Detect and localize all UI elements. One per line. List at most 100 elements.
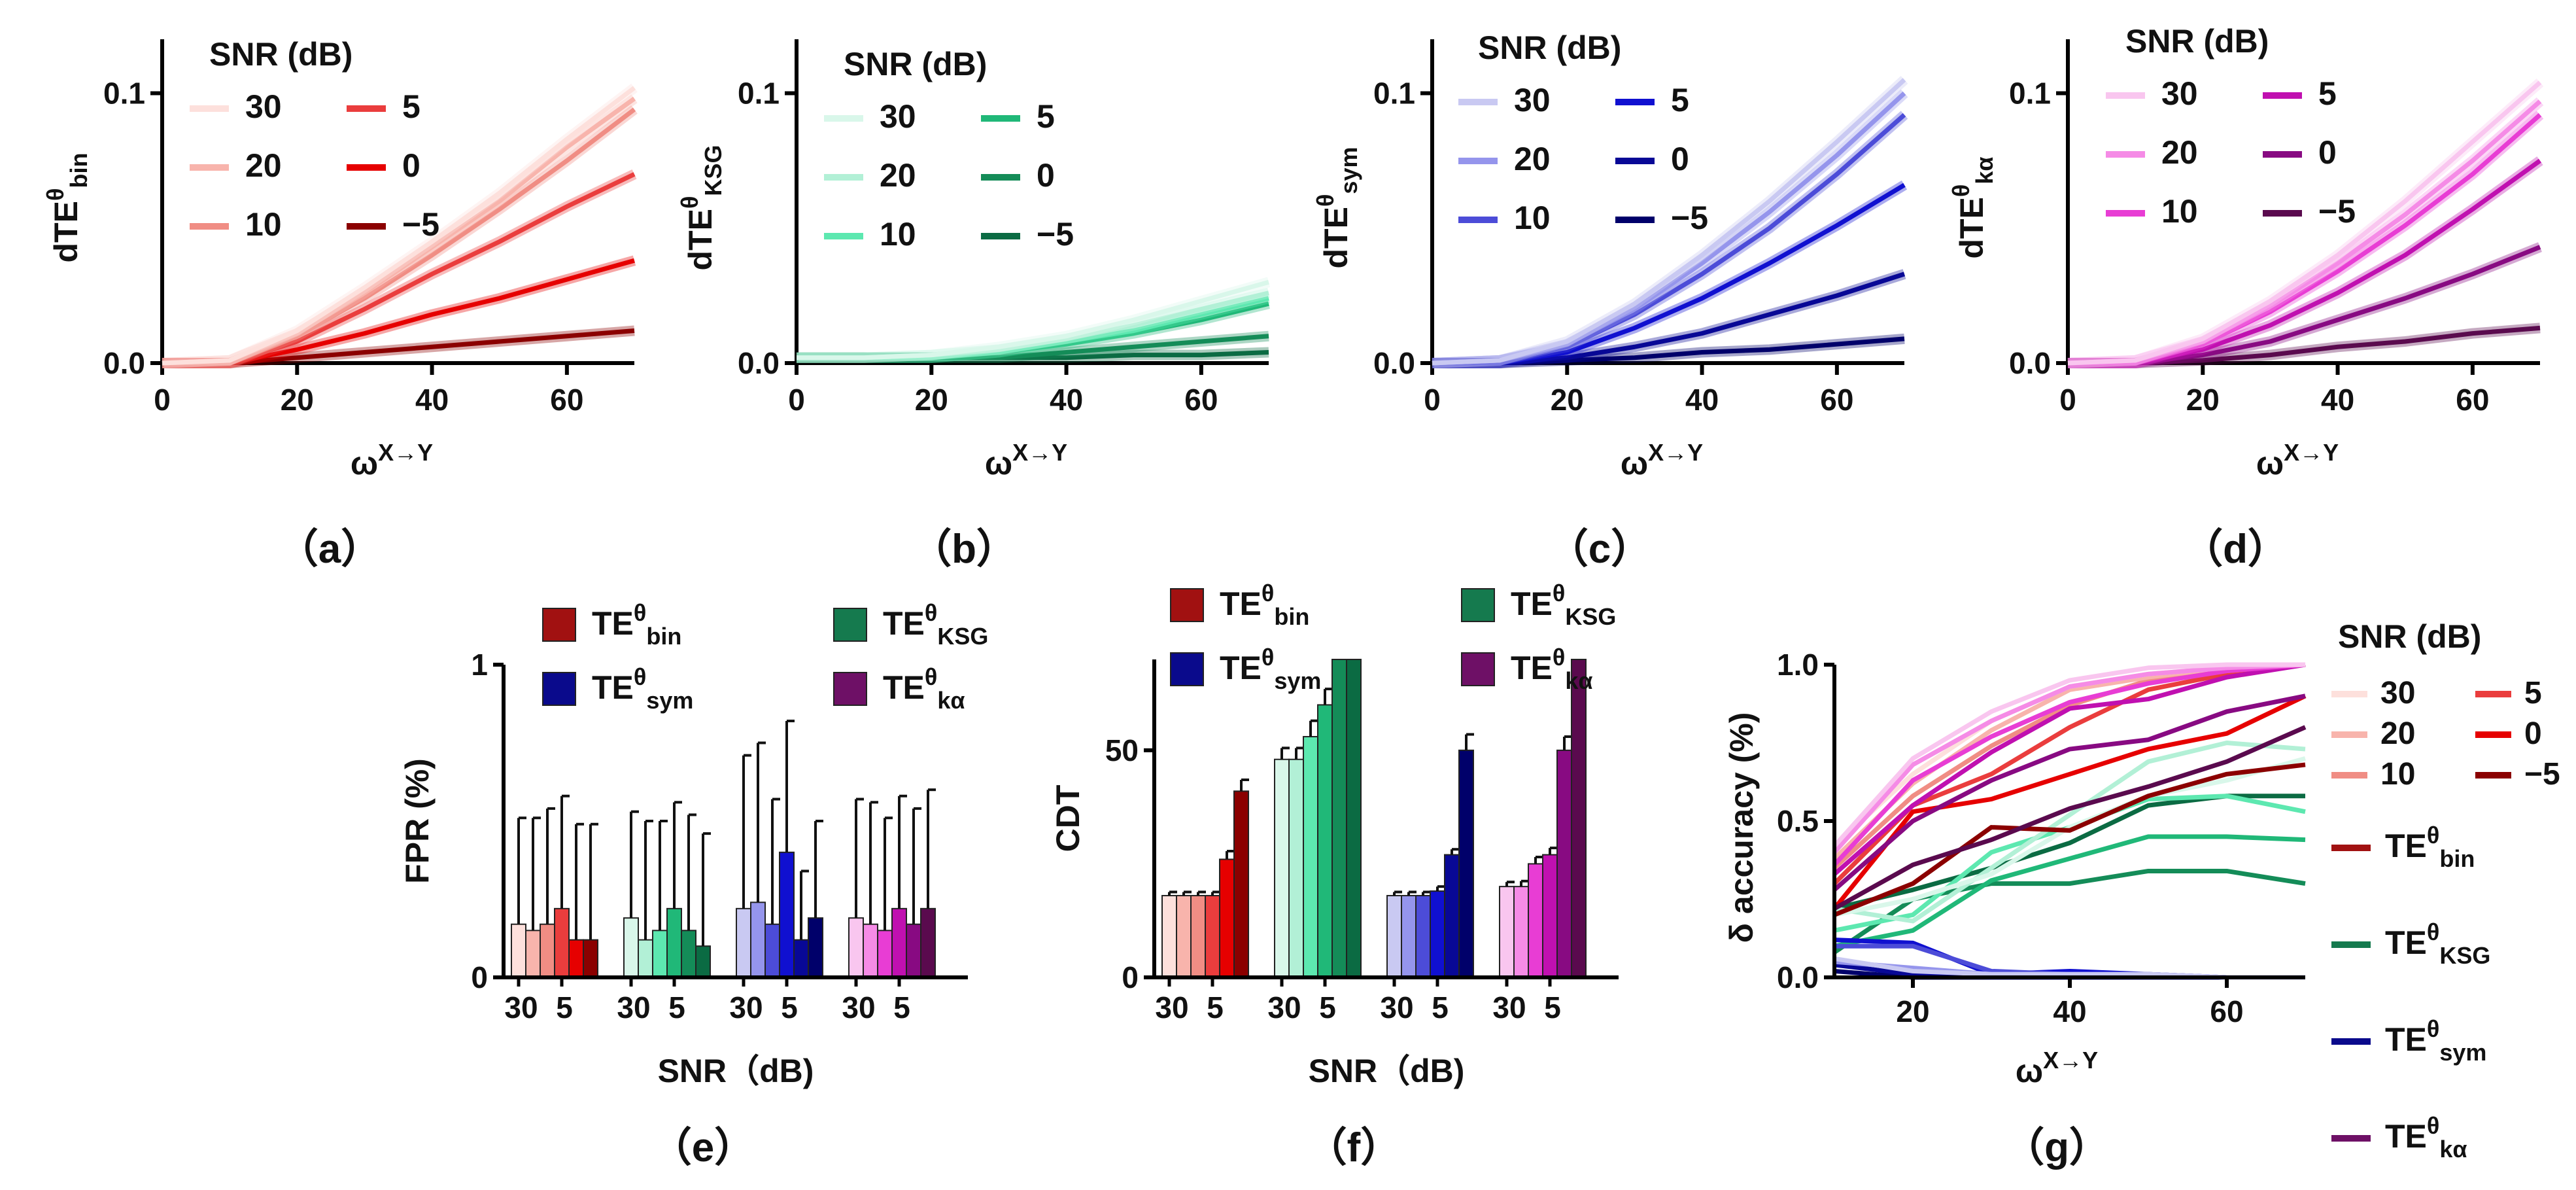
x-tick-label: 20 bbox=[1551, 383, 1584, 417]
y-tick-label: 0.0 bbox=[103, 346, 145, 380]
bar-sym-0 bbox=[1444, 854, 1460, 978]
x-tick-label: 20 bbox=[915, 383, 948, 417]
x-tick-label: 60 bbox=[2210, 994, 2243, 1028]
panel-label: （b） bbox=[911, 526, 1017, 572]
x-axis-label-main: ω bbox=[985, 445, 1012, 481]
legend-label-ka: TEθkα bbox=[1511, 644, 1593, 694]
x-axis-label-main: ω bbox=[1621, 445, 1648, 481]
bar-bin-0 bbox=[568, 939, 584, 979]
series-ksg-5 bbox=[1834, 834, 2306, 949]
legend-label: 5 bbox=[402, 88, 421, 125]
legend-swatch-bin bbox=[1170, 588, 1204, 622]
panel-label: （c） bbox=[1548, 526, 1651, 572]
legend-label: 30 bbox=[2380, 676, 2415, 710]
legend-label-ka-main: TE bbox=[2385, 1118, 2427, 1155]
x-axis-label-sup: X→Y bbox=[1648, 439, 1703, 466]
legend-label-ka-sub: kα bbox=[937, 687, 965, 714]
legend-label-bin-sup: θ bbox=[634, 599, 646, 626]
series-bin-0 bbox=[1832, 693, 2307, 911]
series-ksg-30 bbox=[1834, 756, 2306, 917]
bar-ksg-5 bbox=[666, 907, 682, 978]
legend-label: 20 bbox=[1514, 141, 1551, 177]
legend-label: 30 bbox=[2161, 75, 2198, 112]
series-line-5 bbox=[1432, 183, 1906, 366]
x-tick-label: 30 bbox=[729, 990, 763, 1024]
legend-label-bin-sup: θ bbox=[2427, 822, 2439, 849]
y-tick-label: 1.0 bbox=[1777, 648, 1819, 682]
legend-label-sym-sup: θ bbox=[634, 663, 646, 690]
x-tick-label: 30 bbox=[1380, 990, 1413, 1024]
bar-ka-30 bbox=[848, 917, 864, 979]
bar-sym-20 bbox=[750, 901, 766, 979]
x-tick-label: 60 bbox=[1820, 383, 1853, 417]
legend-label-sym-main: TE bbox=[1220, 650, 1262, 686]
legend-label-ka-sup: θ bbox=[925, 663, 937, 690]
bar-ka-0 bbox=[906, 923, 921, 978]
legend-label-ka-sup: θ bbox=[2427, 1112, 2439, 1139]
series-ka-5 bbox=[1832, 662, 2306, 876]
bar-ksg-20 bbox=[1288, 758, 1304, 978]
x-tick-label: 40 bbox=[1050, 383, 1083, 417]
bar-bin-−5 bbox=[583, 939, 598, 979]
legend-label-bin: TEθbin bbox=[1220, 580, 1309, 630]
bar-sym-−5 bbox=[808, 917, 823, 979]
series-line-10 bbox=[2068, 113, 2542, 366]
x-axis-label: ωX→Y bbox=[2256, 439, 2339, 481]
legend-label-sym: TEθsym bbox=[1220, 644, 1321, 694]
x-axis-label: ωX→Y bbox=[1621, 439, 1703, 481]
panel-label: （g） bbox=[2004, 1125, 2110, 1170]
y-axis-label: dTEθbin bbox=[42, 153, 92, 263]
legend-label-ksg-sup: θ bbox=[1553, 580, 1565, 606]
legend-label: 20 bbox=[245, 147, 282, 184]
x-tick-label: 0 bbox=[2059, 383, 2076, 417]
x-axis-label: ωX→Y bbox=[985, 439, 1067, 481]
bar-bin-20 bbox=[1176, 895, 1192, 978]
bar-bin-10 bbox=[540, 923, 555, 978]
legend-swatch-bin bbox=[542, 608, 576, 642]
x-tick-label: 20 bbox=[281, 383, 314, 417]
bar-sym-−5 bbox=[1458, 749, 1474, 979]
x-axis-label: ωX→Y bbox=[2016, 1047, 2098, 1089]
legend-label: 10 bbox=[245, 206, 282, 243]
x-tick-label: 60 bbox=[2456, 383, 2489, 417]
legend-label: −5 bbox=[402, 206, 439, 243]
bar-ka-5 bbox=[1542, 854, 1558, 978]
x-tick-label: 5 bbox=[781, 990, 798, 1024]
legend-label-ksg: TEθKSG bbox=[883, 599, 988, 650]
panel-label: （f） bbox=[1307, 1125, 1401, 1170]
legend-label-sym: TEθsym bbox=[592, 663, 693, 714]
y-axis-label-sub: bin bbox=[65, 153, 92, 188]
x-tick-label: 40 bbox=[1685, 383, 1719, 417]
series-line-30 bbox=[797, 279, 1269, 360]
legend-label-ka-main: TE bbox=[1511, 650, 1553, 686]
x-tick-label: 40 bbox=[2053, 994, 2086, 1028]
y-tick-label: 50 bbox=[1105, 733, 1139, 767]
x-axis-label-sup: X→Y bbox=[378, 439, 433, 466]
legend-swatch-ka bbox=[833, 672, 867, 706]
x-tick-label: 60 bbox=[1184, 383, 1218, 417]
y-axis-label-sup: θ bbox=[1948, 184, 1974, 197]
y-axis-label-sub: kα bbox=[1971, 156, 1998, 184]
bar-sym-10 bbox=[1415, 895, 1431, 978]
panel-label: （d） bbox=[2182, 526, 2288, 572]
series-band-30 bbox=[2067, 78, 2544, 368]
legend-label-bin-sub: bin bbox=[1274, 603, 1309, 630]
legend-label-ka: TEθkα bbox=[2385, 1112, 2467, 1163]
x-axis-label: SNR（dB) bbox=[1309, 1053, 1465, 1089]
legend-title: SNR (dB) bbox=[1478, 29, 1621, 66]
x-tick-label: 5 bbox=[556, 990, 573, 1024]
legend-label-sym-main: TE bbox=[2385, 1021, 2427, 1058]
legend-label: 10 bbox=[2161, 193, 2198, 230]
y-axis-label-main: dTE bbox=[1318, 207, 1354, 268]
bar-ksg-0 bbox=[681, 930, 696, 979]
panel-c: 0.0 0.1 0 20 40 60 ωX→Y dTEθsym （c） SNR (dB) 30 20 1… bbox=[1312, 29, 1908, 572]
bar-sym-0 bbox=[793, 939, 809, 979]
series-ka-−5 bbox=[1833, 725, 2307, 911]
legend-label: 20 bbox=[2380, 716, 2415, 751]
x-tick-label: 5 bbox=[1432, 990, 1449, 1024]
y-axis-label: dTEθKSG bbox=[676, 145, 727, 271]
legend-swatch-ksg bbox=[1461, 588, 1495, 622]
legend-title: SNR (dB) bbox=[2338, 618, 2481, 655]
legend-label: −5 bbox=[2318, 193, 2356, 230]
